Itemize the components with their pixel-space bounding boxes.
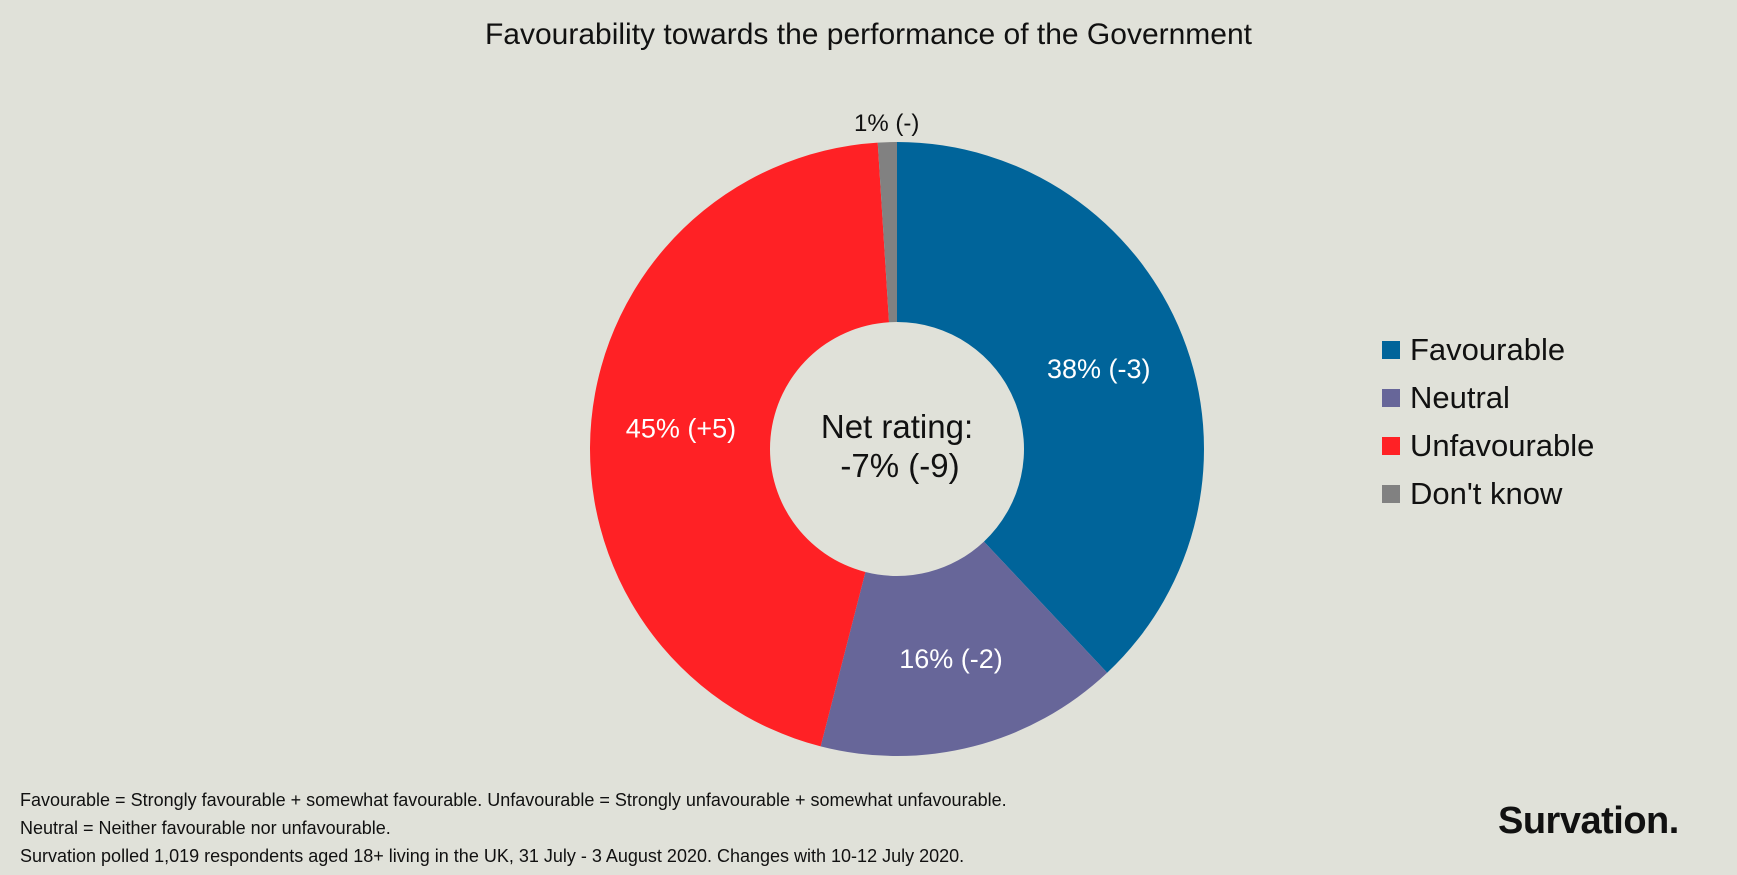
data-label: 38% (-3)	[1047, 354, 1151, 384]
slice-favourable	[897, 142, 1204, 673]
legend-item-dont-know: Don't know	[1382, 470, 1594, 518]
footnote-line: Neutral = Neither favourable nor unfavou…	[20, 818, 391, 838]
data-label: 1% (-)	[854, 110, 919, 137]
slice-unfavourable	[590, 142, 890, 747]
legend-label: Neutral	[1410, 380, 1510, 415]
legend-item-neutral: Neutral	[1382, 374, 1594, 422]
legend-swatch	[1382, 437, 1400, 455]
chart-title: Favourability towards the performance of…	[484, 18, 1253, 51]
center-label-line2: -7% (-9)	[840, 447, 959, 484]
footnote-line: Survation polled 1,019 respondents aged …	[20, 846, 965, 866]
footnotes: Favourable = Strongly favourable + somew…	[20, 786, 1007, 870]
legend-label: Don't know	[1410, 476, 1563, 511]
legend-swatch	[1382, 341, 1400, 359]
footnote-line: Favourable = Strongly favourable + somew…	[20, 790, 1007, 810]
legend: Favourable Neutral Unfavourable Don't kn…	[1382, 326, 1594, 518]
slice-don-t-know	[877, 142, 897, 323]
data-label: 16% (-2)	[899, 644, 1003, 674]
slice-neutral	[820, 541, 1108, 757]
legend-swatch	[1382, 389, 1400, 407]
data-label: 45% (+5)	[626, 414, 736, 444]
survation-logo: Survation.	[1498, 800, 1679, 842]
legend-label: Unfavourable	[1410, 428, 1595, 463]
legend-item-unfavourable: Unfavourable	[1382, 422, 1594, 470]
legend-label: Favourable	[1410, 332, 1566, 367]
legend-item-favourable: Favourable	[1382, 326, 1594, 374]
center-label-line1: Net rating:	[821, 408, 973, 445]
legend-swatch	[1382, 485, 1400, 503]
